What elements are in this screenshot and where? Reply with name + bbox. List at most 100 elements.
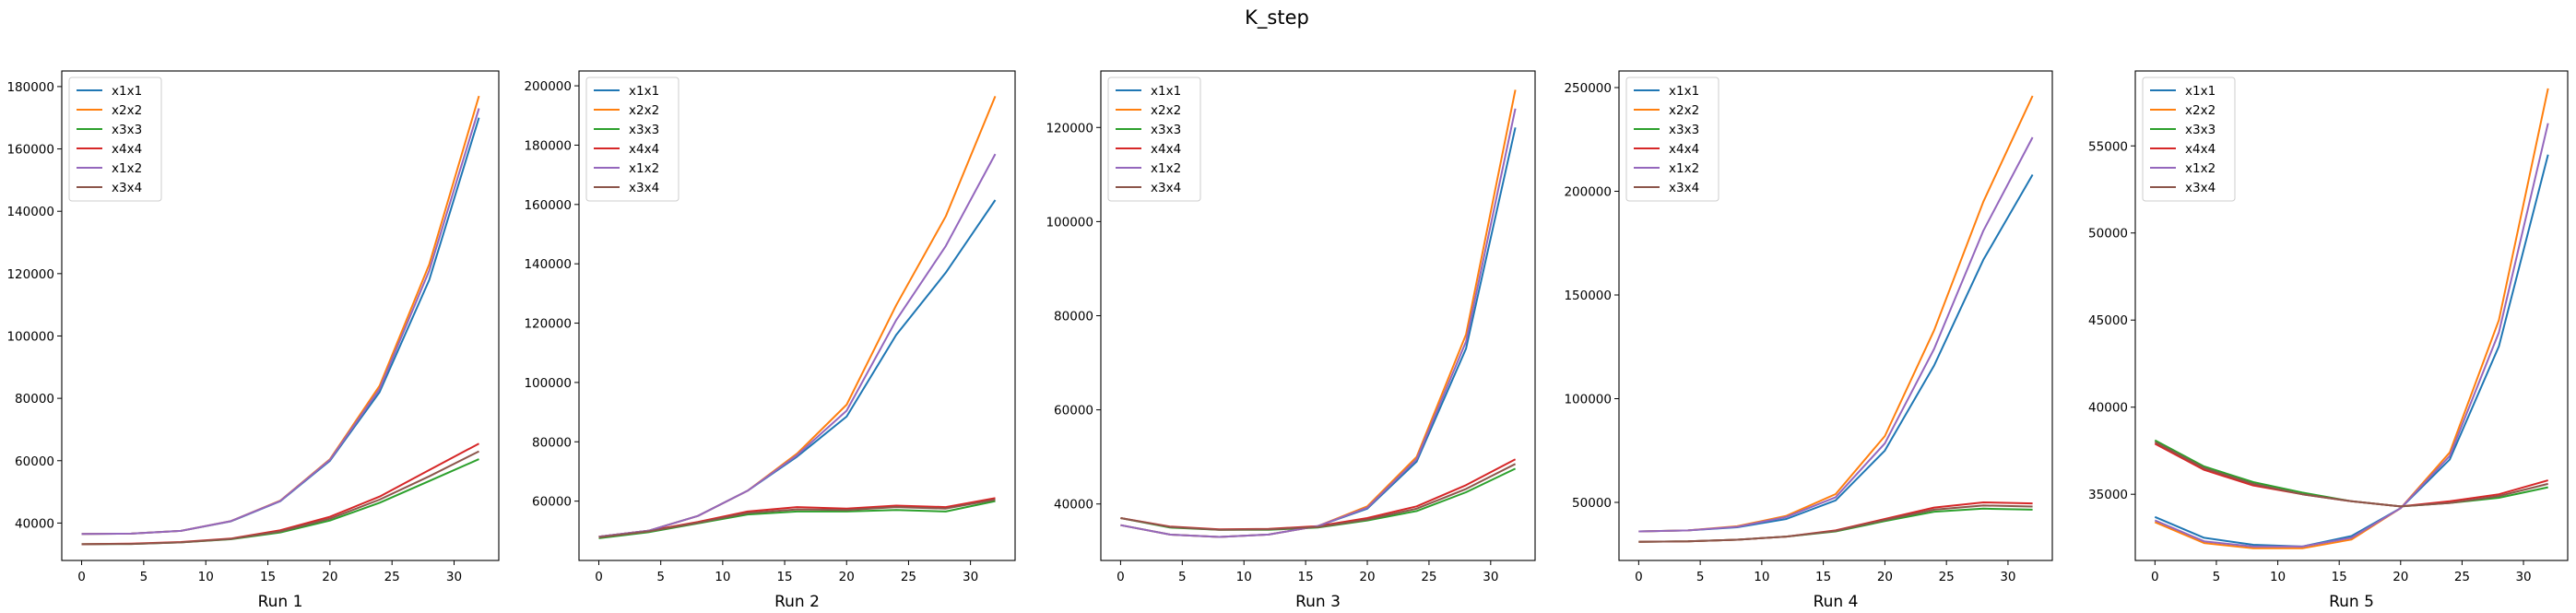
legend-label-x1x2: x1x2 <box>2185 161 2216 176</box>
legend: x1x1 x2x2 x3x3 x4x4 x1x2 x3x4 <box>68 77 162 202</box>
series-line-x3x3 <box>1120 467 1517 531</box>
y-tick-label: 50000 <box>2088 227 2128 242</box>
x-tick-label: 15 <box>1298 570 1314 584</box>
y-tick-label: 45000 <box>2088 313 2128 328</box>
x-tick-label: 20 <box>322 570 337 584</box>
series-line-x4x4 <box>1120 458 1517 531</box>
x-axis-label: Run 4 <box>1814 593 1859 611</box>
legend-label-x3x4: x3x4 <box>2185 181 2216 195</box>
axes-frame <box>1618 70 2053 561</box>
legend-label-x1x1: x1x1 <box>1669 84 1699 99</box>
x-tick-label: 0 <box>1635 570 1643 584</box>
y-tick-label: 140000 <box>6 205 54 219</box>
y-tick-label: 60000 <box>1054 404 1093 418</box>
y-tick-label: 60000 <box>15 454 54 469</box>
legend-label-x3x3: x3x3 <box>1151 123 1181 137</box>
legend-label-x1x2: x1x2 <box>1669 161 1699 176</box>
series-line-x4x4 <box>81 442 479 546</box>
legend-label-x3x3: x3x3 <box>112 123 142 137</box>
legend-box <box>1107 77 1201 202</box>
y-tick-label: 250000 <box>1564 81 1612 96</box>
legend-label-x4x4: x4x4 <box>1669 142 1699 157</box>
legend-label-x3x4: x3x4 <box>629 181 659 195</box>
y-tick-label: 100000 <box>1046 215 1093 230</box>
legend-label-x3x3: x3x3 <box>629 123 659 137</box>
legend-label-x3x4: x3x4 <box>1669 181 1699 195</box>
legend-label-x1x1: x1x1 <box>112 84 142 99</box>
x-tick-label: 30 <box>2000 570 2015 584</box>
panel-run-1: 0 5 10 15 20 25 30 40000 60000 80000 100000 120000 1… <box>6 70 500 611</box>
legend-label-x2x2: x2x2 <box>112 103 142 118</box>
y-tick-label: 120000 <box>1046 121 1093 136</box>
panel-run-5: 0 5 10 15 20 25 30 35000 40000 45000 50000 55000 Run… <box>2088 70 2569 611</box>
legend: x1x1 x2x2 x3x3 x4x4 x1x2 x3x4 <box>585 77 679 202</box>
x-tick-label: 25 <box>384 570 400 584</box>
legend: x1x1 x2x2 x3x3 x4x4 x1x2 x3x4 <box>1107 77 1201 202</box>
x-tick-label: 25 <box>1421 570 1436 584</box>
legend-label-x4x4: x4x4 <box>1151 142 1181 157</box>
series-line-x1x2 <box>598 153 997 538</box>
axes-frame <box>578 70 1016 561</box>
x-tick-label: 25 <box>1939 570 1955 584</box>
series-line-x3x4 <box>598 499 996 538</box>
series-line-x1x2 <box>2154 123 2549 548</box>
y-tick-label: 160000 <box>524 198 572 213</box>
y-tick-label: 40000 <box>15 516 54 531</box>
x-tick-label: 25 <box>2454 570 2470 584</box>
x-tick-label: 10 <box>715 570 730 584</box>
y-tick-label: 40000 <box>1054 498 1093 513</box>
x-tick-label: 0 <box>595 570 603 584</box>
x-tick-label: 30 <box>963 570 978 584</box>
series-line-x3x4 <box>81 450 479 546</box>
x-axis-label: Run 3 <box>1295 593 1341 611</box>
legend-label-x1x2: x1x2 <box>112 161 142 176</box>
x-tick-label: 5 <box>1178 570 1187 584</box>
x-tick-label: 15 <box>776 570 792 584</box>
x-tick-label: 10 <box>1754 570 1769 584</box>
y-tick-label: 50000 <box>1572 496 1612 511</box>
y-tick-label: 150000 <box>1564 289 1612 303</box>
x-tick-label: 20 <box>1359 570 1375 584</box>
panel-run-4: 0 5 10 15 20 25 30 50000 100000 150000 200000 25000… <box>1564 70 2053 611</box>
series-line-x3x4 <box>1120 463 1517 531</box>
x-tick-label: 30 <box>1483 570 1498 584</box>
legend-label-x2x2: x2x2 <box>1151 103 1181 118</box>
legend-label-x1x1: x1x1 <box>1151 84 1181 99</box>
series-line-x4x4 <box>1638 501 2033 543</box>
y-tick-label: 35000 <box>2088 488 2128 502</box>
x-axis-label: Run 2 <box>774 593 820 611</box>
y-tick-label: 40000 <box>2088 401 2128 416</box>
legend-box <box>68 77 162 202</box>
series-line-x3x3 <box>1638 507 2033 543</box>
x-tick-label: 30 <box>2515 570 2531 584</box>
legend-label-x3x4: x3x4 <box>1151 181 1181 195</box>
panel-run-2: 0 5 10 15 20 25 30 60000 80000 100000 120000 140000… <box>524 70 1016 611</box>
x-tick-label: 10 <box>2270 570 2286 584</box>
legend-label-x2x2: x2x2 <box>629 103 659 118</box>
legend-label-x4x4: x4x4 <box>2185 142 2216 157</box>
legend-label-x2x2: x2x2 <box>2185 103 2216 118</box>
y-tick-label: 80000 <box>1054 310 1093 324</box>
x-axis-label: Run 5 <box>2329 593 2374 611</box>
series-line-x3x4 <box>1638 504 2033 543</box>
x-tick-label: 0 <box>2151 570 2159 584</box>
legend-box <box>2142 77 2236 202</box>
x-axis-label: Run 1 <box>258 593 303 611</box>
legend: x1x1 x2x2 x3x3 x4x4 x1x2 x3x4 <box>2142 77 2236 202</box>
legend-label-x3x3: x3x3 <box>1669 123 1699 137</box>
legend-label-x1x1: x1x1 <box>2185 84 2216 99</box>
legend-label-x2x2: x2x2 <box>1669 103 1699 118</box>
y-tick-label: 200000 <box>524 79 572 94</box>
series-line-x3x4 <box>2154 441 2548 508</box>
x-tick-label: 0 <box>77 570 86 584</box>
y-tick-label: 120000 <box>524 317 572 332</box>
y-tick-label: 100000 <box>6 329 54 344</box>
panel-run-3: 0 5 10 15 20 25 30 40000 60000 80000 100000 120000 R… <box>1046 70 1536 611</box>
legend-label-x1x1: x1x1 <box>629 84 659 99</box>
series-line-x2x2 <box>2154 88 2549 549</box>
series-line-x1x1 <box>2154 154 2549 548</box>
x-tick-label: 25 <box>901 570 916 584</box>
y-tick-label: 180000 <box>6 80 54 95</box>
x-tick-label: 15 <box>1815 570 1831 584</box>
